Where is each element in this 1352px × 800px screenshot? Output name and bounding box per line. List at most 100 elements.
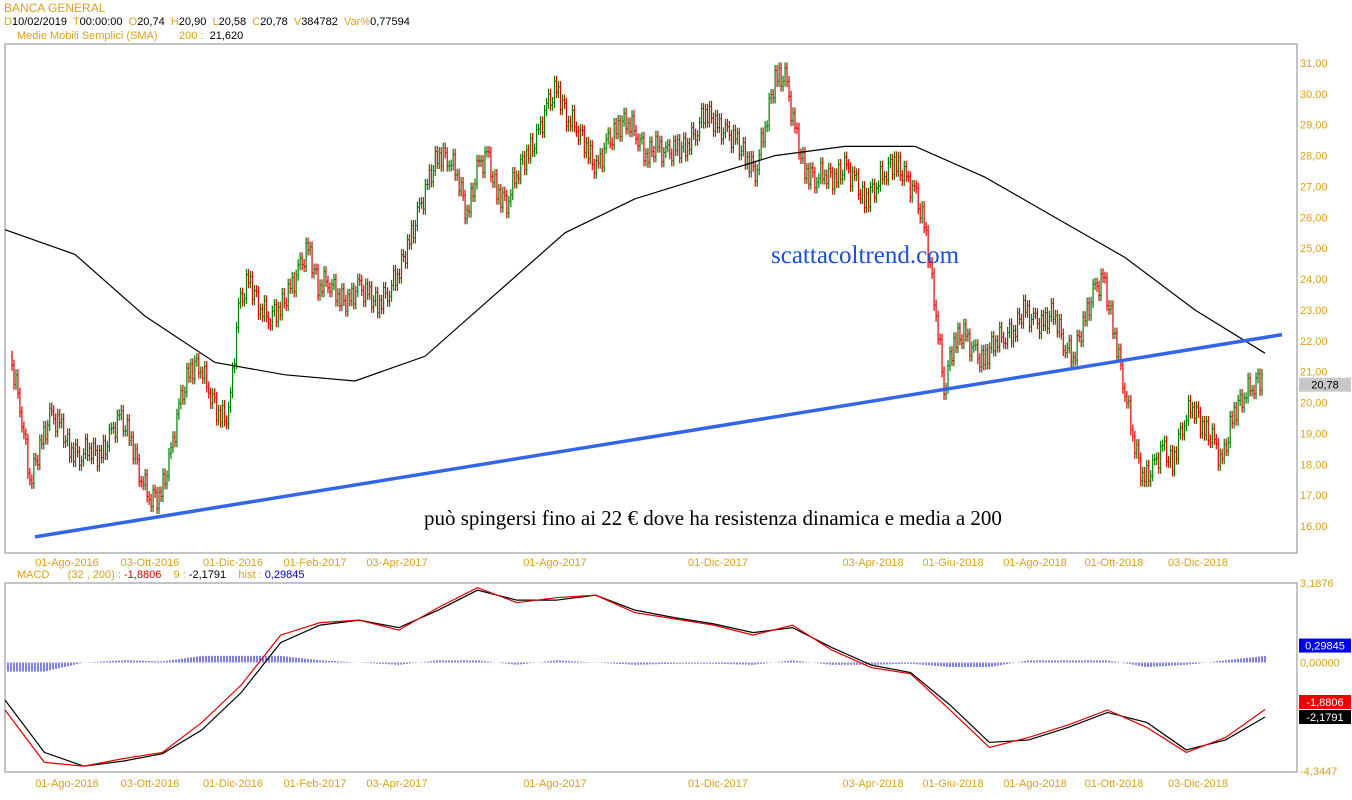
ohlc-bar bbox=[1151, 454, 1154, 482]
ohlc-bar bbox=[1038, 317, 1041, 340]
ohlc-bar bbox=[84, 433, 87, 460]
ohlc-bar bbox=[1109, 300, 1112, 315]
ohlc-bar bbox=[658, 135, 661, 153]
ohlc-bar bbox=[110, 422, 113, 435]
ohlc-bar bbox=[911, 179, 914, 203]
ohlc-bar bbox=[660, 135, 663, 168]
ohlc-bar bbox=[1018, 307, 1021, 325]
ohlc-bar bbox=[623, 107, 626, 127]
ohlc-bar bbox=[1255, 372, 1258, 400]
macd-params: (32 , 200) : bbox=[67, 569, 121, 581]
ohlc-bar bbox=[563, 94, 566, 110]
ohlc-bar bbox=[1125, 390, 1128, 409]
ohlc-bar bbox=[299, 252, 302, 271]
open-value: 20,74 bbox=[137, 16, 165, 28]
ohlc-bar bbox=[1036, 308, 1039, 330]
ohlc-bar bbox=[420, 197, 423, 209]
ohlc-bar bbox=[964, 318, 967, 342]
ohlc-bar bbox=[778, 62, 781, 87]
ohlc-bar bbox=[410, 220, 413, 250]
ohlc-bar bbox=[255, 285, 258, 298]
ohlc-bar bbox=[1090, 296, 1093, 321]
ohlc-bar bbox=[118, 409, 121, 421]
ohlc-bar bbox=[841, 169, 844, 185]
ohlc-bar bbox=[384, 281, 387, 299]
ohlc-bar bbox=[621, 115, 624, 142]
ohlc-bar bbox=[245, 269, 248, 305]
ohlc-bar bbox=[132, 431, 135, 465]
ohlc-bar bbox=[672, 135, 675, 167]
ohlc-bar bbox=[758, 149, 761, 176]
ohlc-bar bbox=[1024, 294, 1027, 318]
time-label: T bbox=[72, 16, 80, 28]
ohlc-bar bbox=[487, 146, 490, 158]
ohlc-bar bbox=[58, 408, 61, 429]
ohlc-bar bbox=[497, 184, 500, 205]
price-y-tick: 22,00 bbox=[1300, 336, 1328, 348]
ohlc-bar bbox=[249, 271, 252, 289]
ohlc-bar bbox=[1179, 422, 1182, 440]
ohlc-bar bbox=[183, 386, 186, 405]
price-y-tick: 30,00 bbox=[1300, 89, 1328, 101]
ohlc-bar bbox=[670, 148, 673, 167]
signal-label: 9 : bbox=[173, 569, 186, 581]
ohlc-bar bbox=[811, 162, 814, 178]
ohlc-bar bbox=[525, 144, 528, 176]
price-panel-frame bbox=[4, 43, 1298, 554]
volume-label: V bbox=[293, 16, 302, 28]
ohlc-bar bbox=[1253, 384, 1256, 400]
ohlc-bar bbox=[277, 301, 280, 328]
ohlc-bar bbox=[790, 90, 793, 126]
ohlc-bar bbox=[408, 234, 411, 250]
ohlc-bar bbox=[609, 127, 612, 149]
ohlc-bar bbox=[88, 442, 91, 462]
ohlc-bar bbox=[716, 110, 719, 134]
ohlc-bar bbox=[513, 167, 516, 189]
ohlc-bar bbox=[1096, 277, 1099, 292]
price-x-tick: 01-Dic-2017 bbox=[688, 557, 748, 569]
ohlc-bar bbox=[1233, 401, 1236, 429]
ohlc-bar bbox=[728, 121, 731, 141]
ohlc-bar bbox=[913, 179, 916, 192]
ohlc-bar bbox=[978, 353, 981, 373]
ohlc-bar bbox=[825, 169, 828, 190]
ohlc-bar bbox=[1026, 300, 1029, 318]
ohlc-bar bbox=[752, 150, 755, 172]
ohlc-bar bbox=[786, 62, 789, 88]
ohlc-bar bbox=[376, 286, 379, 319]
ohlc-bar bbox=[887, 157, 890, 186]
ohlc-bar bbox=[227, 401, 230, 430]
price-y-tick: 18,00 bbox=[1300, 459, 1328, 471]
ohlc-bar bbox=[821, 157, 824, 185]
ohlc-bar bbox=[738, 127, 741, 161]
ohlc-bar bbox=[273, 299, 276, 317]
ohlc-bar bbox=[388, 290, 391, 307]
macd-x-tick: 01-Dic-2016 bbox=[203, 778, 263, 790]
ohlc-bar bbox=[481, 155, 484, 179]
ohlc-bar bbox=[1143, 466, 1146, 488]
ohlc-bar bbox=[187, 362, 190, 383]
ohlc-bar bbox=[124, 425, 127, 437]
ohlc-bar bbox=[1237, 394, 1240, 426]
ohlc-bar bbox=[328, 282, 331, 298]
macd-y-tick: 3,1876 bbox=[1300, 578, 1334, 590]
ohlc-bar bbox=[1008, 318, 1011, 339]
ohlc-bar bbox=[1215, 433, 1218, 450]
ohlc-bar bbox=[754, 160, 757, 187]
ohlc-bar bbox=[756, 164, 759, 187]
price-y-tick: 27,00 bbox=[1300, 181, 1328, 193]
ohlc-bar bbox=[565, 97, 568, 132]
ohlc-bar bbox=[1052, 297, 1055, 325]
ohlc-bar bbox=[631, 110, 634, 138]
ohlc-bar bbox=[324, 266, 327, 287]
ohlc-bar bbox=[945, 382, 948, 400]
ohlc-bar bbox=[1147, 459, 1150, 487]
ohlc-bar bbox=[322, 266, 325, 298]
volume-value: 384782 bbox=[301, 16, 338, 28]
ohlc-bar bbox=[138, 453, 141, 487]
price-y-tick: 17,00 bbox=[1300, 490, 1328, 502]
ohlc-bar bbox=[120, 404, 123, 421]
ohlc-bar bbox=[801, 146, 804, 164]
macd-value: -1,8806 bbox=[124, 569, 162, 581]
ohlc-bar bbox=[80, 455, 83, 471]
